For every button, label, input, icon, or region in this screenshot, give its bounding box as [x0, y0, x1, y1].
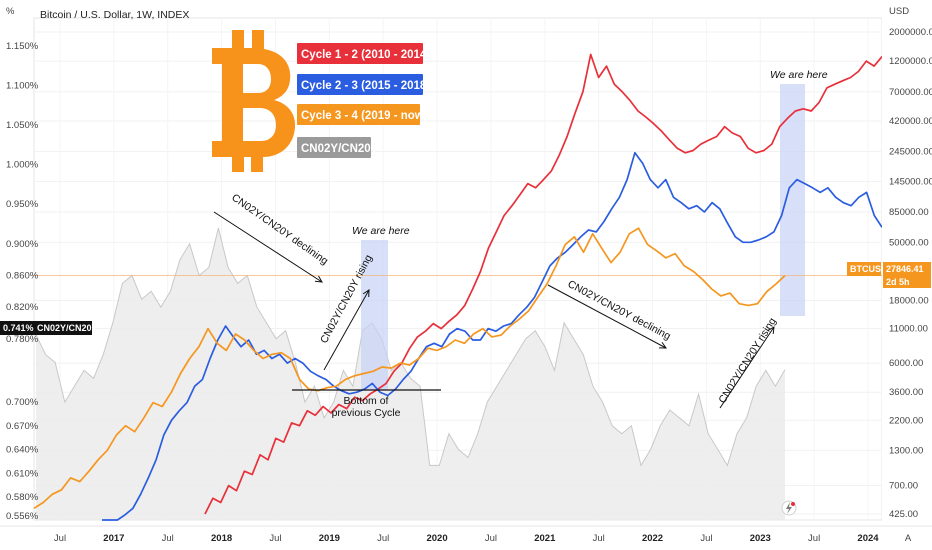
annotation-bottom-1: Bottom of	[344, 395, 389, 407]
left-axis-tick-label: 0.700%	[6, 397, 39, 408]
annotation-here-1: We are here	[352, 225, 410, 237]
left-axis-tick-label: 0.580%	[6, 492, 39, 503]
notification-dot	[791, 502, 795, 506]
legend-label-1: Cycle 1 - 2 (2010 - 2014)	[301, 49, 430, 61]
right-axis-tick-label: 6000.00	[889, 358, 923, 369]
arrow-rising-2-head	[767, 326, 775, 335]
right-axis-tick-label: 2200.00	[889, 415, 923, 426]
x-tick-label: Jul	[377, 533, 389, 544]
right-axis-tick-label: 3600.00	[889, 387, 923, 398]
bitcoin-logo-shape	[212, 30, 296, 172]
right-axis-unit: USD	[889, 6, 909, 17]
arrow-declining-1	[213, 211, 323, 283]
annotation-bottom-2: previous Cycle	[332, 407, 401, 419]
legend-box-1	[297, 43, 423, 64]
legend-box-2	[297, 74, 423, 95]
right-axis-tick-label: 1300.00	[889, 445, 923, 456]
x-tick-label: Jul	[54, 533, 66, 544]
legend-label-2: Cycle 2 - 3 (2015 - 2018)	[301, 80, 430, 92]
x-tick-label: 2017	[103, 533, 124, 544]
right-axis-tick-label: 420000.00	[889, 116, 932, 127]
arrow-declining-2	[547, 284, 667, 349]
cn02y-cn20y-line	[35, 227, 786, 467]
right-axis-tick-label: 145000.00	[889, 177, 932, 188]
right-axis-tick-label: 700000.00	[889, 87, 932, 98]
series-line-2	[102, 151, 883, 521]
price-symbol-text: BTCUSD	[850, 264, 888, 274]
auto-scale-button: A	[905, 533, 912, 544]
left-axis-tick-label: 0.950%	[6, 199, 39, 210]
chart-title: Bitcoin / U.S. Dollar, 1W, INDEX	[40, 9, 189, 21]
price-countdown-text: 2d 5h	[886, 277, 910, 287]
x-tick-label: 2020	[426, 533, 447, 544]
left-name-tag-text: CN02Y/CN20Y	[37, 323, 98, 333]
legend-box-4	[297, 137, 371, 158]
series-line-3	[33, 227, 786, 510]
right-axis-tick-label: 11000.00	[889, 324, 928, 335]
left-axis-tick-label: 0.556%	[6, 511, 39, 522]
price-value-tag	[883, 262, 931, 288]
x-tick-label: 2018	[211, 533, 232, 544]
right-axis-tick-label: 425.00	[889, 509, 918, 520]
left-axis-tick-label: 0.820%	[6, 302, 39, 313]
x-tick-label: Jul	[808, 533, 820, 544]
left-axis-tick-label: 1.100%	[6, 81, 39, 92]
left-axis-tick-label: 0.780%	[6, 334, 39, 345]
lightning-icon-glyph	[786, 502, 792, 514]
bitcoin-logo	[212, 30, 296, 172]
left-axis-unit: %	[6, 6, 15, 17]
left-axis-tick-label: 0.900%	[6, 239, 39, 250]
x-tick-label: Jul	[593, 533, 605, 544]
x-tick-label: Jul	[269, 533, 281, 544]
left-axis-tick-label: 1.000%	[6, 160, 39, 171]
right-axis-tick-label: 1200000.00	[889, 56, 932, 67]
series-line-1	[204, 53, 883, 515]
right-axis-tick-label: 85000.00	[889, 207, 929, 218]
x-tick-label: 2023	[750, 533, 771, 544]
right-axis-tick-label: 245000.00	[889, 147, 932, 158]
price-value-text: 27846.41	[886, 264, 924, 274]
left-axis-tick-label: 0.860%	[6, 270, 39, 281]
left-axis-tick-label: 1.050%	[6, 120, 39, 131]
arrow-rising-1	[323, 289, 370, 371]
left-axis-tick-label: 0.640%	[6, 445, 39, 456]
x-tick-label: Jul	[485, 533, 497, 544]
arrow-declining-1-head	[314, 275, 323, 283]
legend-label-3: Cycle 3 - 4 (2019 - now)	[301, 110, 428, 122]
annotation-here-2: We are here	[770, 69, 828, 81]
x-tick-label: 2022	[642, 533, 663, 544]
right-axis-tick-label: 18000.00	[889, 295, 929, 306]
we-are-here-zone-1	[361, 240, 388, 390]
left-value-tag	[0, 321, 34, 335]
x-tick-label: 2024	[857, 533, 879, 544]
arrow-rising-1-head	[362, 289, 370, 298]
left-axis-tick-label: 0.670%	[6, 421, 39, 432]
left-value-tag-text: 0.741%	[3, 323, 34, 333]
left-name-tag	[34, 321, 92, 335]
we-are-here-zone-2	[780, 84, 805, 316]
left-axis-tick-label: 0.610%	[6, 468, 39, 479]
legend-label-4: CN02Y/CN20Y	[301, 143, 379, 155]
right-axis-tick-label: 50000.00	[889, 237, 929, 248]
legend-box-3	[297, 104, 420, 125]
arrow-declining-2-head	[658, 341, 667, 349]
left-axis-tick-label: 1.150%	[6, 41, 39, 52]
x-tick-label: Jul	[700, 533, 712, 544]
cn02y-cn20y-area	[36, 228, 785, 520]
x-tick-label: 2019	[319, 533, 340, 544]
arrow-rising-2	[719, 326, 775, 409]
x-tick-label: 2021	[534, 533, 556, 544]
right-axis-tick-label: 700.00	[889, 481, 918, 492]
right-axis-tick-label: 2000000.00	[889, 27, 932, 38]
x-tick-label: Jul	[162, 533, 174, 544]
price-symbol-tag	[847, 262, 881, 276]
